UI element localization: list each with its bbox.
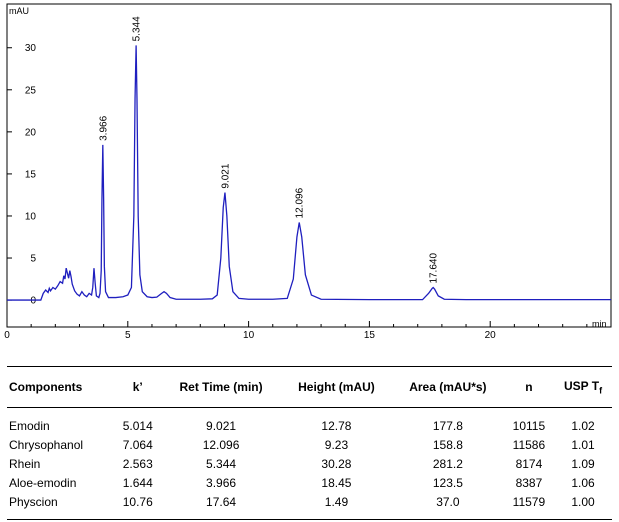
header-usp-tf: USP Tf — [554, 366, 612, 408]
cell-k-prime: 7.064 — [122, 437, 153, 452]
peak-labels: 3.966 5.344 9.021 12.096 17.640 — [98, 16, 439, 284]
header-usp-t: USP T — [563, 378, 600, 393]
x-tick-label: 10 — [243, 330, 255, 341]
cell-n: 11579 — [512, 494, 546, 509]
header-k: k’ — [114, 366, 162, 408]
cell-usp-tf: 1.06 — [571, 475, 595, 490]
cell-component: Aloe-emodin — [9, 475, 77, 490]
cell-area: 177.8 — [432, 418, 463, 433]
cell-height: 1.49 — [324, 494, 349, 509]
x-tick-label: 20 — [485, 330, 497, 341]
table-row: Aloe-emodin 1.644 3.966 18.45 123.5 8387 1.06 — [7, 473, 612, 492]
cell-component: Physcion — [9, 494, 58, 509]
cell-ret-time: 3.966 — [206, 475, 237, 490]
cell-n: 10115 — [512, 418, 546, 433]
x-tick-label: 0 — [4, 330, 10, 341]
cell-usp-tf: 1.02 — [571, 418, 595, 433]
y-tick-label: 10 — [25, 211, 37, 222]
cell-height: 12.78 — [321, 418, 352, 433]
cell-height: 30.28 — [321, 456, 352, 471]
cell-usp-tf: 1.01 — [571, 437, 595, 452]
cell-k-prime: 2.563 — [122, 456, 153, 471]
cell-component: Emodin — [9, 418, 50, 433]
table-row: Emodin 5.014 9.021 12.78 177.8 10115 1.02 — [7, 416, 612, 435]
peak-label: 12.096 — [295, 187, 306, 218]
cell-k-prime: 5.014 — [122, 418, 153, 433]
header-height: Height (mAU) — [280, 366, 392, 408]
peak-label: 17.640 — [429, 253, 440, 284]
cell-area: 281.2 — [432, 456, 463, 471]
y-tick-label: 30 — [25, 43, 37, 54]
header-ret-time: Ret Time (min) — [161, 366, 281, 408]
table-row: Rhein 2.563 5.344 30.28 281.2 8174 1.09 — [7, 454, 612, 473]
y-tick-label: 15 — [25, 169, 37, 180]
cell-ret-time: 12.096 — [202, 437, 240, 452]
cell-n: 11586 — [512, 437, 546, 452]
cell-ret-time: 5.344 — [206, 456, 237, 471]
cell-usp-tf: 1.00 — [571, 494, 595, 509]
y-tick-label: 5 — [30, 254, 36, 265]
table-row: Physcion 10.76 17.64 1.49 37.0 11579 1.00 — [7, 492, 612, 511]
cell-k-prime: 1.644 — [122, 475, 153, 490]
cell-height: 18.45 — [321, 475, 352, 490]
peak-label: 9.021 — [220, 163, 231, 188]
x-tick-label: 5 — [125, 330, 131, 341]
y-tick-label: 0 — [30, 296, 36, 307]
cell-k-prime: 10.76 — [122, 494, 153, 509]
cell-n: 8174 — [515, 456, 543, 471]
chromatogram-trace — [7, 45, 611, 301]
x-axis-label: min — [592, 319, 607, 329]
components-table: Components k’ Ret Time (min) Height (mAU… — [7, 366, 612, 520]
header-area: Area (mAU*s) — [391, 366, 504, 408]
chart-frame — [6, 3, 612, 328]
cell-usp-tf: 1.09 — [571, 456, 595, 471]
cell-area: 123.5 — [432, 475, 463, 490]
cell-component: Rhein — [9, 456, 41, 471]
header-usp-subscript: f — [599, 385, 603, 396]
cell-ret-time: 17.64 — [206, 494, 237, 509]
cell-component: Chrysophanol — [9, 437, 84, 452]
header-n: n — [503, 366, 554, 408]
table-row: Chrysophanol 7.064 12.096 9.23 158.8 11586 1.0… — [7, 435, 612, 454]
cell-n: 8387 — [515, 475, 543, 490]
cell-height: 9.23 — [324, 437, 349, 452]
x-tick-label: 15 — [364, 330, 376, 341]
y-tick-label: 20 — [25, 127, 37, 138]
header-components: Components — [7, 366, 115, 408]
table-body: Emodin 5.014 9.021 12.78 177.8 10115 1.02 Chrys… — [7, 408, 612, 520]
y-axis-label: mAU — [9, 6, 29, 16]
cell-area: 158.8 — [432, 437, 463, 452]
chart-axes: 0 5 10 15 20 25 30 0 5 10 15 20 — [4, 43, 612, 341]
y-tick-label: 25 — [25, 85, 37, 96]
cell-ret-time: 9.021 — [206, 418, 237, 433]
table-header-row: Components k’ Ret Time (min) Height (mAU… — [7, 366, 612, 408]
cell-area: 37.0 — [436, 494, 460, 509]
chromatogram-chart: 0 5 10 15 20 25 30 0 5 10 15 20 3.966 5.344 9.021 12.0… — [4, 3, 612, 341]
peak-label: 5.344 — [132, 16, 143, 41]
peak-label: 3.966 — [98, 115, 109, 140]
